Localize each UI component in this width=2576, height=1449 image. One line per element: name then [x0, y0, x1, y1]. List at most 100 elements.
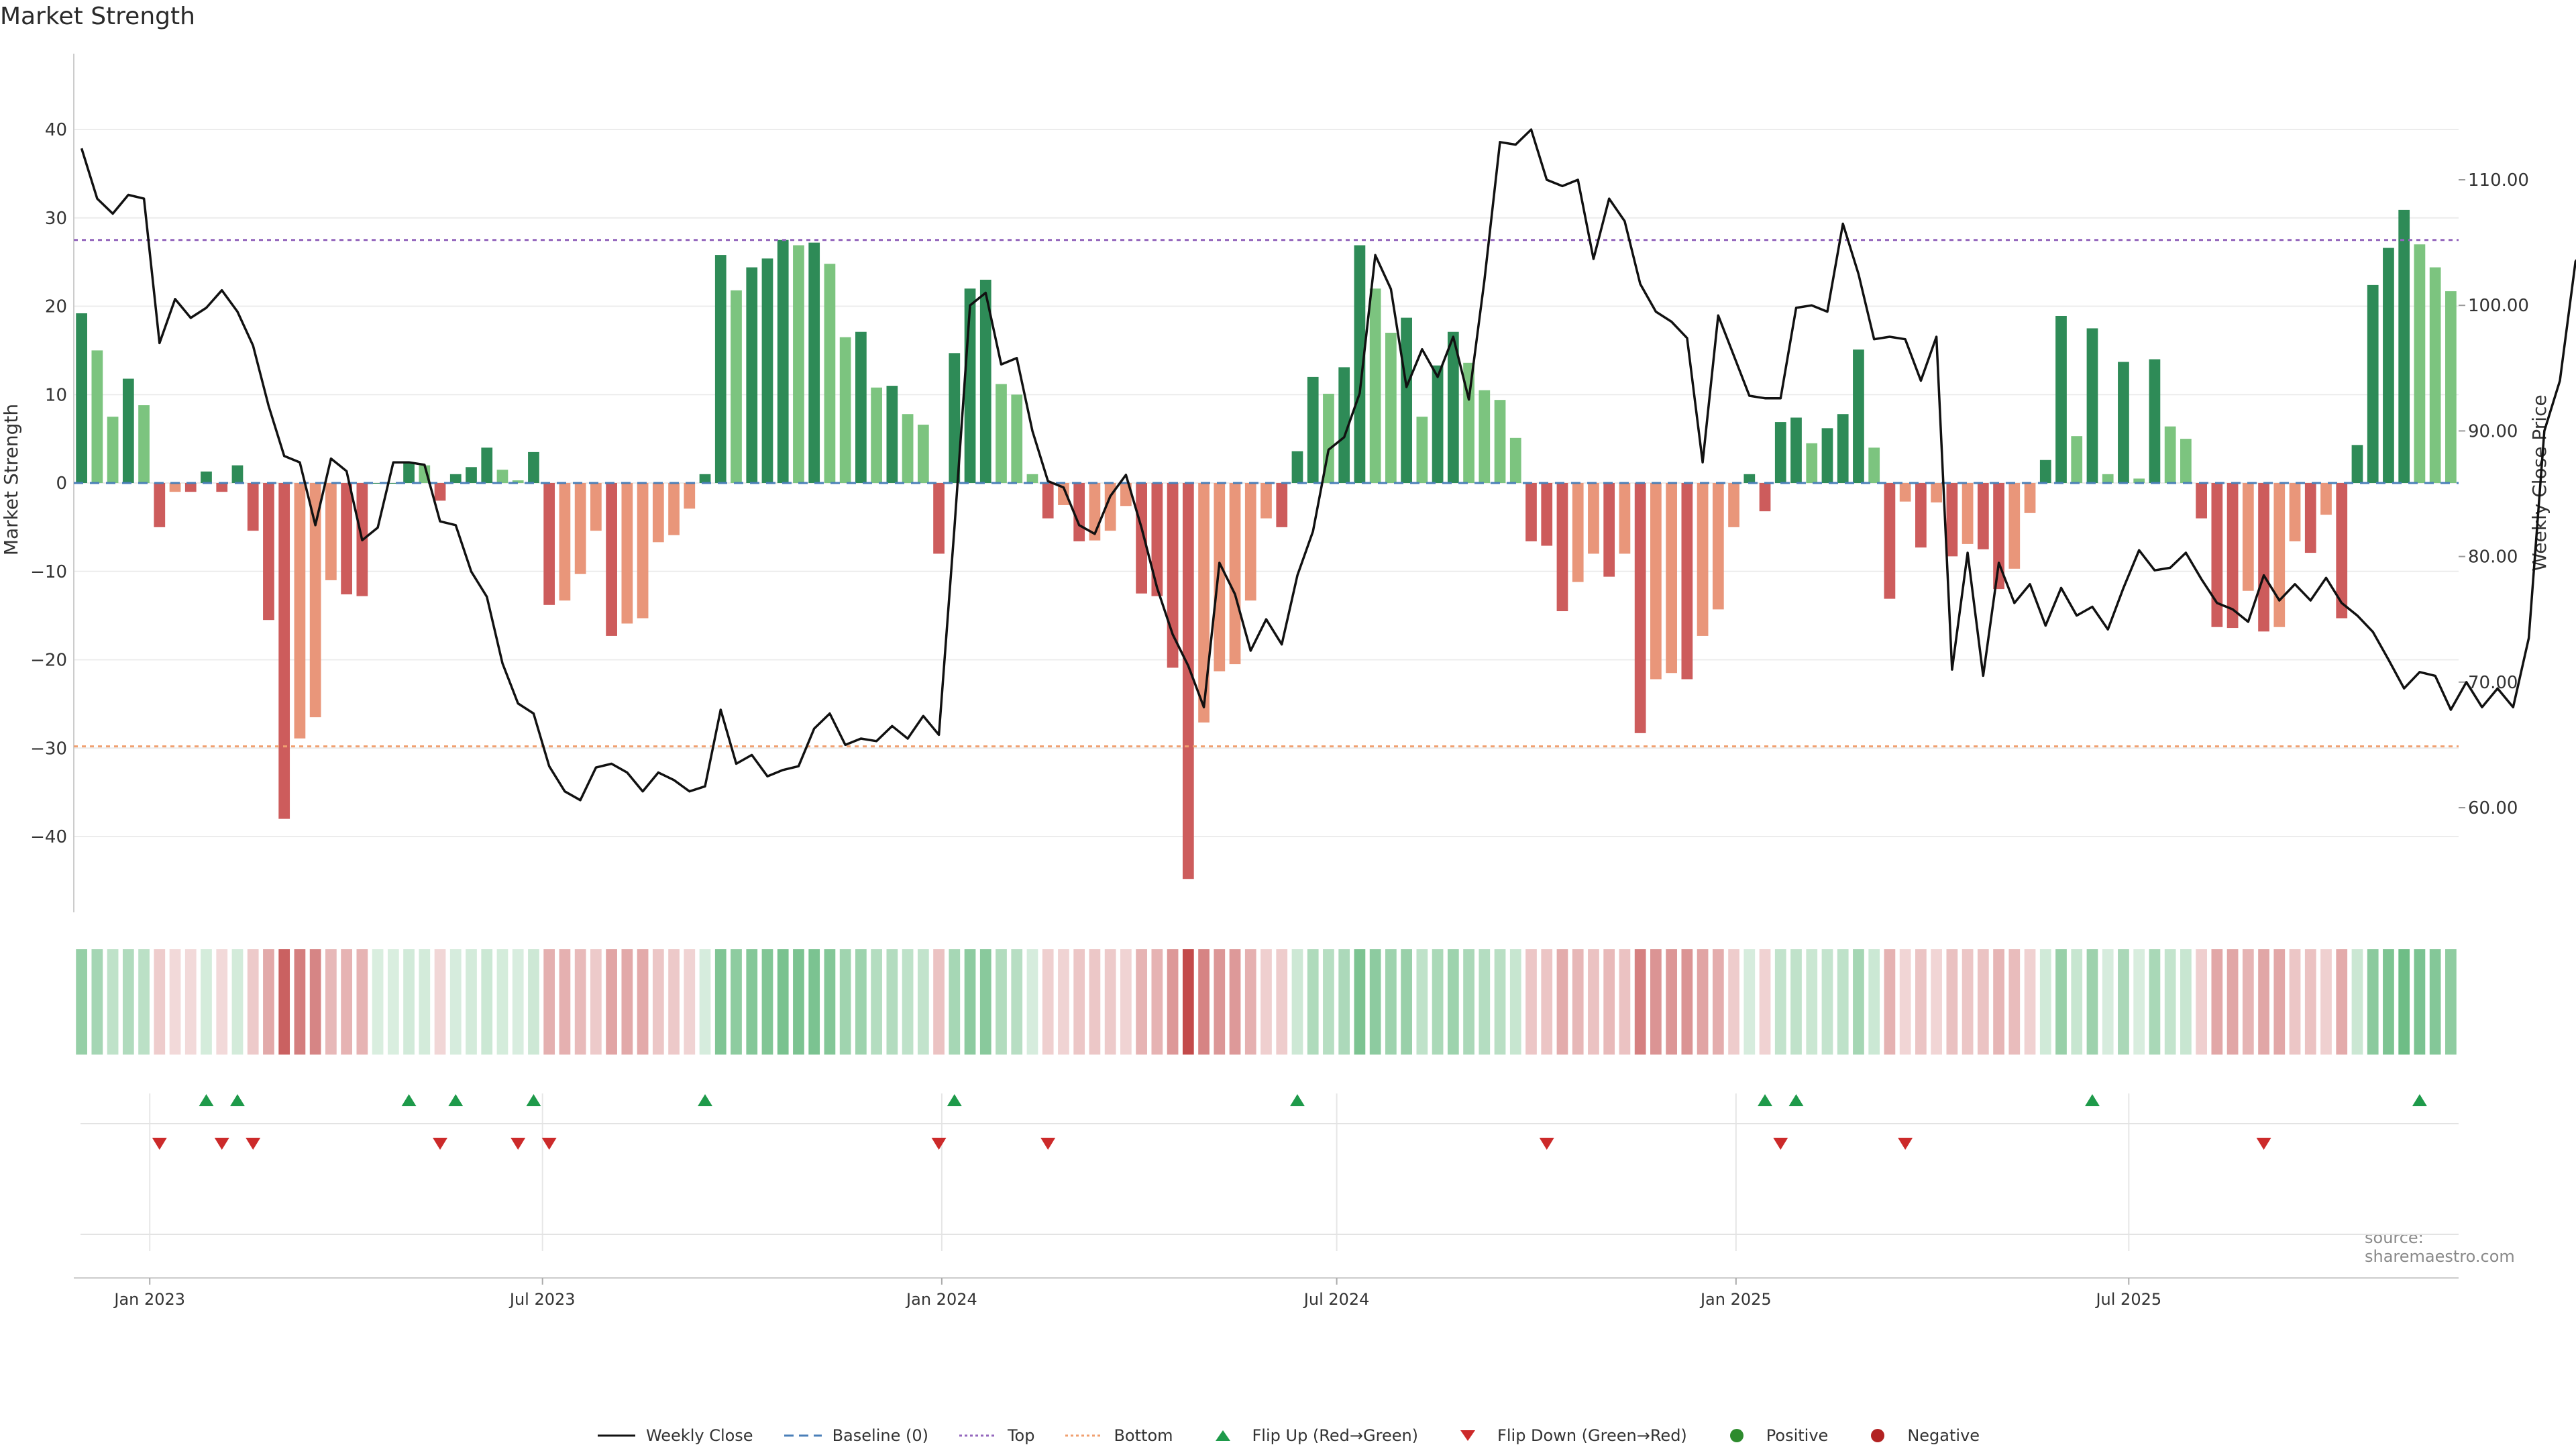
strength-bar	[1899, 483, 1911, 502]
heat-strip-cell	[699, 949, 711, 1055]
flip-up-marker	[401, 1094, 417, 1106]
heat-strip-cell	[2196, 949, 2207, 1055]
strength-bar	[2320, 483, 2332, 515]
heat-strip-cell	[1572, 949, 1584, 1055]
strength-bar	[996, 384, 1007, 483]
strength-bar	[1946, 483, 1958, 557]
heat-strip-cell	[574, 949, 586, 1055]
strength-bar	[1120, 483, 1132, 506]
heat-strip-cell	[1104, 949, 1116, 1055]
strength-bar	[1931, 483, 1942, 502]
strength-bar	[1806, 443, 1818, 483]
legend-item-negative: Negative	[1858, 1426, 1980, 1445]
y2-tick-label: 90.00	[2468, 421, 2518, 441]
heat-strip-cell	[964, 949, 976, 1055]
strength-bar	[2149, 359, 2161, 483]
heat-strip-cell	[1494, 949, 1506, 1055]
strength-bar	[1666, 483, 1677, 674]
heat-strip-cell	[1743, 949, 1756, 1055]
strength-bar	[1681, 483, 1693, 680]
heat-strip-cell	[263, 949, 274, 1055]
flip-down-marker	[2256, 1138, 2271, 1150]
legend-label: Bottom	[1114, 1426, 1173, 1445]
y2-tick-label: 60.00	[2468, 798, 2518, 818]
strength-bar	[309, 483, 321, 718]
y-tick-label: 20	[45, 297, 67, 317]
heat-strip-cell	[1790, 949, 1802, 1055]
strength-bar	[2398, 209, 2410, 483]
strength-bar	[1603, 483, 1615, 577]
heat-strip-cell	[107, 949, 119, 1055]
heat-strip-cell	[2102, 949, 2114, 1055]
legend-label: Weekly Close	[645, 1426, 753, 1445]
x-tick-label: Jan 2025	[1699, 1290, 1772, 1309]
heat-strip-cell	[2367, 949, 2379, 1055]
strength-bar	[2133, 478, 2145, 483]
heat-strip-cell	[871, 949, 882, 1055]
flip-down-marker	[246, 1138, 261, 1150]
heat-strip-cell	[793, 949, 804, 1055]
strength-bar	[403, 462, 415, 483]
strength-bar	[1977, 483, 1989, 549]
strength-bar	[855, 331, 867, 483]
strength-bar	[761, 258, 773, 483]
heat-strip-cell	[356, 949, 368, 1055]
heat-strip-cell	[1244, 949, 1256, 1055]
strength-bar	[933, 483, 945, 554]
y-tick-label: −30	[30, 739, 67, 759]
legend-label: Flip Up (Red→Green)	[1252, 1426, 1419, 1445]
heat-strip-cell	[1167, 949, 1179, 1055]
heat-strip-cell	[621, 949, 633, 1055]
heat-strip-cell	[1198, 949, 1210, 1055]
strength-bar	[1104, 483, 1116, 531]
strength-bar	[1634, 483, 1646, 733]
y-axis-label: Market Strength	[0, 404, 22, 555]
y-tick-label: −40	[30, 827, 67, 847]
legend-item-bottom: Bottom	[1064, 1426, 1173, 1445]
heat-strip-cell	[1120, 949, 1132, 1055]
strength-bar	[2226, 483, 2239, 629]
strength-bar	[2102, 474, 2114, 483]
heat-strip-cell	[76, 949, 87, 1055]
heat-strip-cell	[1619, 949, 1631, 1055]
heat-strip-cell	[933, 949, 945, 1055]
heat-strip-cell	[1525, 949, 1537, 1055]
strength-bar	[512, 480, 524, 483]
flip-down-marker	[931, 1138, 947, 1150]
strength-bar	[2008, 483, 2021, 569]
heat-strip-cell	[1712, 949, 1724, 1055]
heat-strip-cell	[2429, 949, 2441, 1055]
heat-strip-cell	[2398, 949, 2410, 1055]
strength-bar	[1276, 483, 1288, 527]
strength-bar	[979, 279, 991, 483]
strength-bar	[2429, 267, 2441, 483]
strength-bar	[278, 483, 290, 819]
flip-up-marker	[1289, 1094, 1305, 1106]
heat-strip-cell	[917, 949, 929, 1055]
strength-bar	[559, 483, 571, 601]
weekly-close-line	[80, 128, 2576, 802]
heat-strip-cell	[2086, 949, 2098, 1055]
flip-down-marker	[511, 1138, 526, 1150]
heat-strip-cell	[761, 949, 773, 1055]
strength-bar	[746, 267, 758, 483]
strength-bar	[2071, 436, 2083, 483]
heat-strip-cell	[606, 949, 617, 1055]
y2-tick-label: 70.00	[2468, 673, 2518, 693]
strength-bar	[606, 483, 617, 636]
strength-bar	[1447, 331, 1459, 483]
heat-strip-cell	[590, 949, 602, 1055]
strength-bar	[1167, 483, 1179, 668]
strength-bar	[793, 245, 804, 483]
y2-tick-label: 100.00	[2468, 296, 2529, 316]
heat-strip-cell	[2258, 949, 2269, 1055]
heat-strip-cell	[2008, 949, 2021, 1055]
strength-bar	[2211, 483, 2223, 627]
heat-strip-cell	[138, 949, 150, 1055]
heat-strip-cell	[216, 949, 228, 1055]
strength-bar	[1774, 422, 1786, 483]
flip-up-marker	[448, 1094, 464, 1106]
strength-bar	[824, 264, 836, 483]
strength-bar	[1619, 483, 1631, 554]
heat-strip-cell	[652, 949, 664, 1055]
